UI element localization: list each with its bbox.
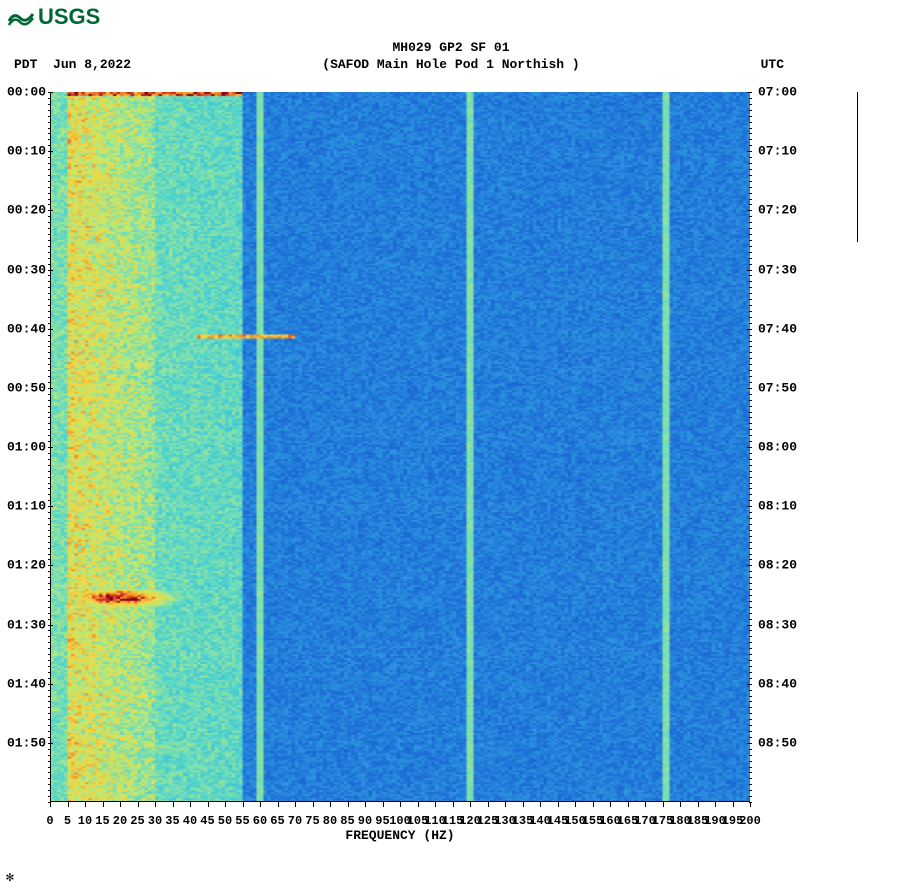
ytick-right: 07:10 <box>758 145 797 158</box>
xtick: 95 <box>375 814 389 828</box>
ytick-left: 00:10 <box>7 145 46 158</box>
xtick: 15 <box>95 814 109 828</box>
y-axis-left: 00:0000:1000:2000:3000:4000:5001:0001:10… <box>0 92 48 802</box>
xtick: 70 <box>288 814 302 828</box>
usgs-logo-text: USGS <box>38 4 100 30</box>
y-axis-right: 07:0007:1007:2007:3007:4007:5008:0008:10… <box>752 92 812 802</box>
xtick: 40 <box>183 814 197 828</box>
ytick-right: 08:30 <box>758 618 797 631</box>
xtick: 60 <box>253 814 267 828</box>
ytick-right: 07:50 <box>758 381 797 394</box>
ytick-right: 08:20 <box>758 559 797 572</box>
spectrogram-canvas <box>50 92 750 802</box>
x-axis-label: FREQUENCY (HZ) <box>50 828 750 843</box>
xtick: 200 <box>739 814 761 828</box>
spectrogram-plot <box>50 92 750 802</box>
xtick: 20 <box>113 814 127 828</box>
xtick: 50 <box>218 814 232 828</box>
ytick-right: 07:20 <box>758 204 797 217</box>
ytick-left: 01:50 <box>7 736 46 749</box>
ytick-left: 01:20 <box>7 559 46 572</box>
xtick: 55 <box>235 814 249 828</box>
xtick: 10 <box>78 814 92 828</box>
xtick: 0 <box>46 814 53 828</box>
ytick-left: 00:50 <box>7 381 46 394</box>
header-title-1: MH029 GP2 SF 01 <box>0 40 902 55</box>
ytick-right: 07:00 <box>758 86 797 99</box>
right-tz: UTC <box>761 57 784 72</box>
ytick-left: 01:40 <box>7 677 46 690</box>
ytick-left: 01:30 <box>7 618 46 631</box>
footer-glyph: ✻ <box>6 870 14 885</box>
xtick: 65 <box>270 814 284 828</box>
xtick: 75 <box>305 814 319 828</box>
ytick-right: 08:40 <box>758 677 797 690</box>
xtick: 35 <box>165 814 179 828</box>
ytick-left: 01:10 <box>7 500 46 513</box>
ytick-right: 07:30 <box>758 263 797 276</box>
ytick-left: 00:30 <box>7 263 46 276</box>
ytick-left: 00:20 <box>7 204 46 217</box>
ytick-right: 08:10 <box>758 500 797 513</box>
ytick-left: 00:40 <box>7 322 46 335</box>
xtick: 90 <box>358 814 372 828</box>
right-border-segment <box>857 92 858 242</box>
xtick: 45 <box>200 814 214 828</box>
xtick: 85 <box>340 814 354 828</box>
ytick-right: 08:00 <box>758 441 797 454</box>
usgs-wave-icon <box>8 8 34 26</box>
ytick-right: 07:40 <box>758 322 797 335</box>
ytick-left: 01:00 <box>7 441 46 454</box>
usgs-logo: USGS <box>8 4 100 30</box>
ytick-left: 00:00 <box>7 86 46 99</box>
xtick: 80 <box>323 814 337 828</box>
xtick: 30 <box>148 814 162 828</box>
ytick-right: 08:50 <box>758 736 797 749</box>
chart-header: MH029 GP2 SF 01 PDT Jun 8,2022 (SAFOD Ma… <box>0 40 902 75</box>
xtick: 25 <box>130 814 144 828</box>
xtick: 5 <box>64 814 71 828</box>
